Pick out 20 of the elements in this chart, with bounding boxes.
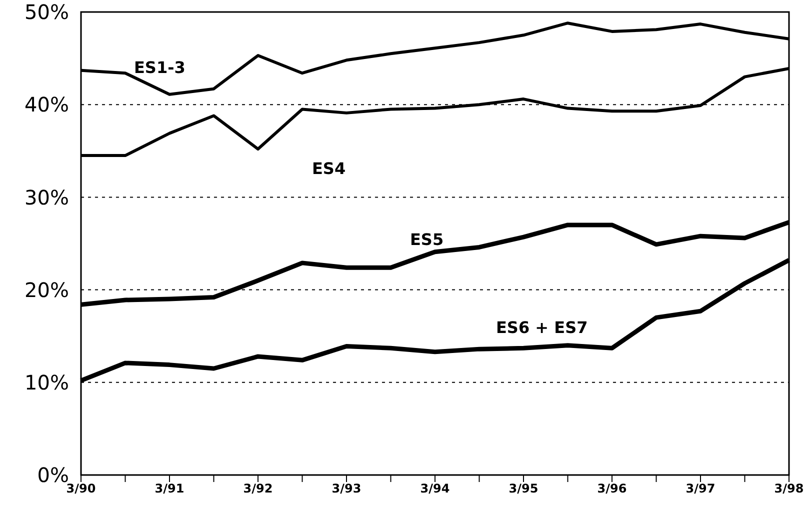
- y-tick-label: 0%: [37, 463, 69, 488]
- x-tick-label: 3/95: [508, 482, 538, 496]
- line-series: [80, 22, 790, 96]
- series-label: ES1-3: [134, 58, 186, 77]
- x-tick-label: 3/91: [154, 482, 184, 496]
- series-label: ES5: [410, 230, 444, 249]
- x-tick-label: 3/92: [243, 482, 273, 496]
- text: ES4: [312, 159, 346, 178]
- x-tick-label: 3/96: [597, 482, 627, 496]
- y-tick-label: 30%: [24, 185, 69, 210]
- x-tick-label: 3/98: [774, 482, 804, 496]
- y-tick-label: 10%: [24, 370, 69, 394]
- x-tick-label: 3/94: [420, 482, 450, 496]
- series-label: ES6 + ES7: [496, 318, 588, 337]
- x-tick-label: 3/90: [66, 482, 96, 496]
- y-tick-label: 20%: [24, 278, 69, 302]
- x-tick-label: 3/93: [332, 482, 362, 496]
- y-tick-label: 40%: [24, 92, 69, 117]
- x-tick-label: 3/97: [686, 482, 716, 496]
- y-tick-label: 50%: [24, 0, 69, 24]
